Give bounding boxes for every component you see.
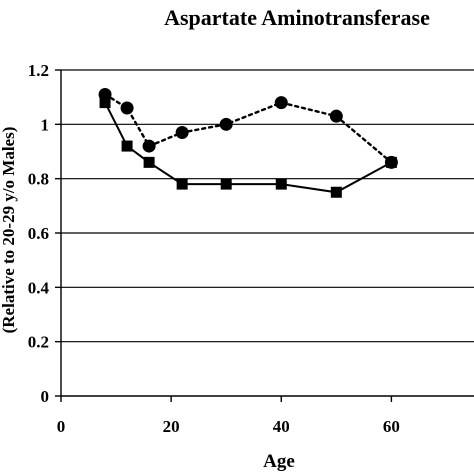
series-1-point-3	[175, 125, 189, 139]
x-tick-label-1: 20	[163, 417, 180, 436]
x-axis-label: Age	[263, 451, 295, 472]
series-0-point-4	[220, 178, 232, 190]
series	[98, 87, 398, 198]
y-tick-label-0: 0	[41, 387, 50, 406]
gridlines	[61, 69, 474, 343]
series-0-square	[99, 97, 397, 198]
y-tick-label-1: 0.2	[28, 333, 49, 352]
series-1-point-5	[274, 96, 288, 110]
series-1-point-1	[120, 101, 134, 115]
x-tick-label-0: 0	[57, 417, 66, 436]
series-0-point-0	[99, 97, 111, 109]
series-1-circle	[98, 87, 398, 169]
series-1-line	[103, 93, 393, 164]
x-tick-label-2: 40	[273, 417, 290, 436]
series-1-point-7	[384, 155, 398, 169]
y-tick-label-4: 0.8	[28, 170, 49, 189]
y-tick-label-5: 1	[41, 115, 50, 134]
series-0-point-2	[143, 156, 155, 168]
y-tick-label-3: 0.6	[28, 224, 49, 243]
chart-title: Aspartate Aminotransferase	[164, 5, 430, 30]
series-1-point-6	[329, 109, 343, 123]
y-tick-label-2: 0.4	[28, 278, 50, 297]
series-0-point-6	[330, 186, 342, 198]
y-tick-label-6: 1.2	[28, 61, 49, 80]
series-0-point-3	[176, 178, 188, 190]
tick-labels: 0 0.2 0.4 0.6 0.8 1 1.2 0 20 40 60	[28, 61, 400, 436]
series-1-point-2	[142, 139, 156, 153]
axes	[55, 69, 474, 402]
y-axis-label: (Relative to 20-29 y/o Males)	[0, 127, 18, 334]
series-0-point-1	[121, 140, 133, 152]
x-tick-label-3: 60	[383, 417, 400, 436]
series-0-point-5	[275, 178, 287, 190]
series-1-point-0	[98, 87, 112, 101]
series-1-point-4	[219, 117, 233, 131]
